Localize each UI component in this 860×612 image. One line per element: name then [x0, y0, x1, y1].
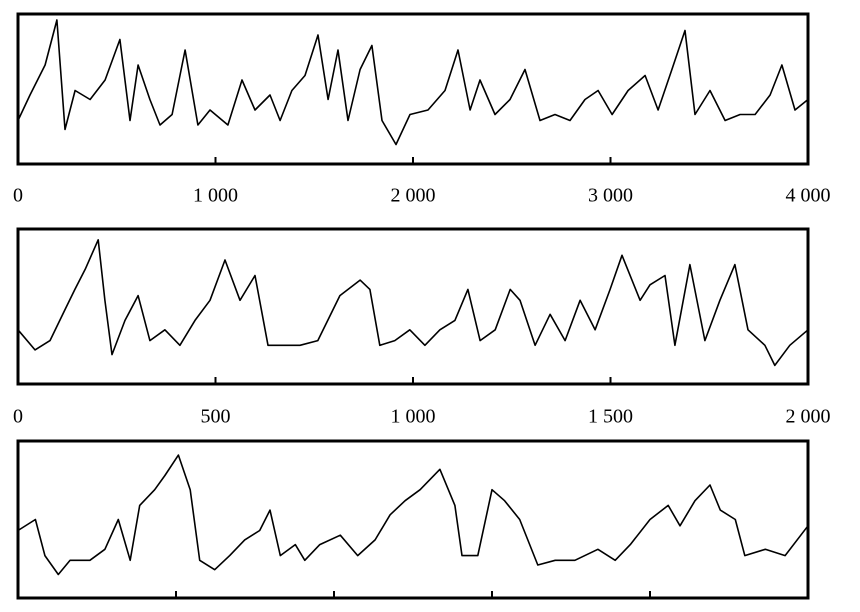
plot-frame [16, 12, 810, 166]
plot-frame [16, 227, 810, 386]
plot-frame [16, 439, 810, 600]
x-tick-label: 1 000 [193, 185, 238, 207]
x-tick-label: 2 000 [391, 185, 436, 207]
x-tick-label: 1 000 [391, 406, 436, 428]
x-tick-label: 0 [13, 185, 23, 207]
x-tick-label: 2 000 [786, 406, 831, 428]
data-line [17, 454, 809, 576]
x-tick-label: 4 000 [786, 185, 831, 207]
x-tick-label: 3 000 [588, 185, 633, 207]
x-tick-label: 500 [201, 406, 231, 428]
x-tick-label: 0 [13, 406, 23, 428]
data-line [17, 239, 809, 367]
data-line [17, 19, 809, 146]
x-tick-label: 1 500 [588, 406, 633, 428]
